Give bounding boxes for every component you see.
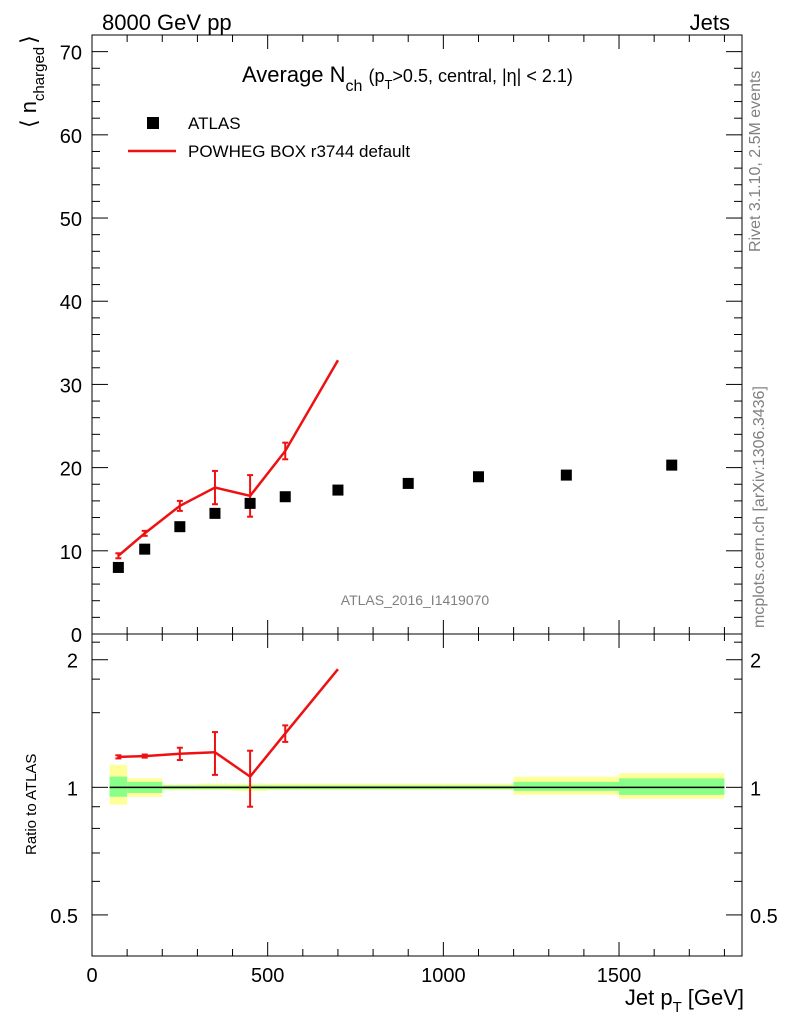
y-axis-label-main: ⟨ n: [16, 101, 41, 128]
y-axis-label-sub: charged: [31, 47, 48, 101]
mc-line: [117, 359, 340, 557]
atlas-point: [332, 484, 344, 496]
ratio-y-tick-label: 0.5: [50, 906, 78, 928]
y-tick-label: 30: [60, 375, 82, 397]
y-tick-label: 20: [60, 459, 82, 481]
title-cuts-p: (p: [368, 66, 384, 86]
x-tick-label: 1500: [597, 965, 642, 987]
ratio-panel-data: [115, 668, 339, 808]
x-tick-label: 500: [251, 965, 284, 987]
mcplots-label: mcplots.cern.ch [arXiv:1306.3436]: [751, 386, 768, 628]
ratio-y-tick-label-right: 1: [750, 778, 761, 800]
atlas-point: [666, 459, 678, 471]
ratio-panel-frame: [91, 633, 743, 957]
ratio-y-tick-label-right: 0.5: [750, 906, 778, 928]
atlas-point: [560, 469, 572, 481]
ratio-panel-ticks: 0.5 0.5 1 1 2 2 0 500 1000 1500: [50, 634, 778, 987]
ratio-y-tick-label: 2: [67, 651, 78, 673]
plot-title: Average Nch (pT>0.5, central, |η| < 2.1): [242, 62, 573, 95]
atlas-point: [112, 561, 124, 573]
x-axis-label-main: Jet p: [625, 985, 673, 1010]
legend-atlas-marker: [147, 117, 159, 129]
atlas-point: [174, 521, 186, 533]
x-tick-label: 0: [86, 965, 97, 987]
y-axis-label-close: ⟩: [16, 35, 41, 44]
y-tick-label: 0: [71, 625, 82, 647]
atlas-point: [472, 471, 484, 483]
main-panel-ticks: 0 10 20 30 40 50 60 70: [60, 34, 742, 647]
ratio-panel: 0.5 0.5 1 1 2 2 0 500 1000 1500 Ratio to ATLAS Je…: [23, 633, 778, 1016]
y-tick-label: 60: [60, 126, 82, 148]
uncertainty-bands: [109, 764, 725, 805]
atlas-point: [279, 491, 291, 503]
main-panel: 0 10 20 30 40 50 60 70 Average Nch (pT>0.5, cent…: [16, 34, 743, 647]
y-axis-label: ⟨ ncharged ⟩: [16, 35, 48, 128]
x-axis-label-unit: [GeV]: [688, 985, 744, 1010]
legend-atlas-label: ATLAS: [188, 114, 241, 133]
title-cuts-sub: T: [384, 77, 392, 92]
atlas-point: [209, 507, 221, 519]
y-tick-label: 70: [60, 43, 82, 65]
analysis-watermark: ATLAS_2016_I1419070: [341, 592, 490, 608]
header-right: Jets: [690, 10, 730, 35]
header-left: 8000 GeV pp: [102, 10, 232, 35]
title-sub: ch: [346, 78, 363, 95]
y-tick-label: 40: [60, 292, 82, 314]
legend: ATLAS POWHEG BOX r3744 default: [128, 114, 410, 161]
ratio-y-tick-label: 1: [67, 778, 78, 800]
title-cuts-rest: >0.5, central, |η| < 2.1): [392, 66, 572, 86]
x-tick-label: 1000: [421, 965, 466, 987]
title-main: Average N: [242, 62, 346, 87]
atlas-point: [244, 497, 256, 509]
y-tick-label: 10: [60, 542, 82, 564]
ratio-line: [118, 668, 339, 779]
y-tick-label: 50: [60, 209, 82, 231]
x-axis-label-sub: T: [673, 999, 682, 1016]
main-panel-data: [112, 359, 678, 573]
ratio-y-tick-label-right: 2: [750, 651, 761, 673]
stat-band-green: [513, 781, 620, 792]
legend-mc-label: POWHEG BOX r3744 default: [188, 142, 410, 161]
atlas-point: [402, 477, 414, 489]
atlas-point: [139, 543, 151, 555]
ratio-y-axis-label: Ratio to ATLAS: [23, 754, 40, 855]
rivet-label: Rivet 3.1.10, 2.5M events: [747, 71, 764, 252]
x-axis-label: Jet pT [GeV]: [625, 985, 744, 1016]
